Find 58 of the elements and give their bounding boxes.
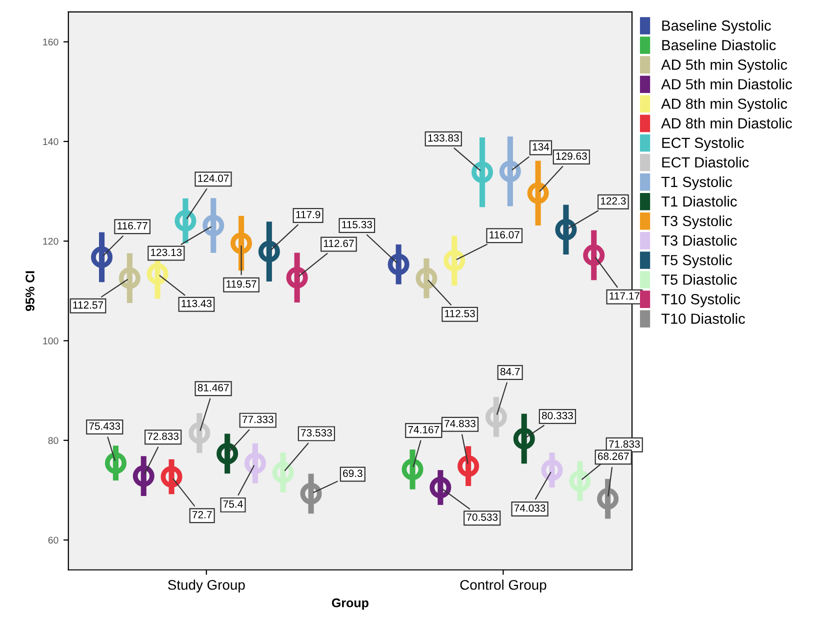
legend-label: T10 Diastolic (661, 313, 745, 324)
legend-label: AD 5th min Systolic (661, 59, 788, 73)
data-label: 122.3 (600, 197, 626, 205)
y-axis-title: 95% CI (26, 271, 34, 311)
legend-label: T1 Systolic (661, 176, 732, 190)
data-label: 119.57 (226, 280, 256, 288)
data-label: 133.83 (428, 134, 459, 142)
legend-label: T3 Systolic (661, 215, 732, 230)
data-label: 68.267 (598, 452, 629, 460)
data-label: 70.533 (466, 513, 498, 521)
data-label: 77.333 (242, 416, 274, 424)
legend-label: T5 Diastolic (661, 274, 737, 285)
y-tick-label: 80 (48, 437, 58, 444)
data-label: 112.53 (445, 310, 475, 318)
legend-label: Baseline Diastolic (662, 40, 776, 50)
legend-label: T10 Systolic (661, 294, 740, 308)
legend-label: T3 Diastolic (661, 235, 737, 246)
y-tick-label: 120 (43, 238, 58, 245)
data-label: 129.63 (556, 152, 587, 160)
legend-label: AD 8th min Diastolic (661, 118, 792, 128)
legend-label: AD 5th min Diastolic (661, 78, 792, 90)
legend-label: AD 8th min Systolic (661, 98, 788, 112)
x-tick-label: Control Group (460, 580, 546, 593)
y-tick-label: 60 (48, 536, 58, 544)
data-label: 69.3 (343, 470, 362, 478)
data-label: 72.7 (192, 511, 212, 518)
data-label: 123.13 (151, 248, 182, 256)
y-tick-label: 160 (43, 38, 58, 46)
data-label: 72.833 (148, 432, 179, 440)
data-label: 74.167 (408, 426, 440, 434)
x-tick-label: Study Group (168, 580, 245, 593)
data-label: 73.533 (301, 429, 332, 436)
data-label: 112.67 (324, 240, 354, 248)
legend-label: T1 Diastolic (661, 196, 737, 207)
data-label: 115.33 (342, 220, 372, 228)
legend-label: ECT Systolic (662, 137, 744, 151)
data-label: 117.17 (610, 292, 640, 300)
legend-label: Baseline Systolic (662, 20, 771, 34)
data-label: 84.7 (500, 368, 520, 376)
data-label: 74.033 (514, 504, 546, 512)
data-label: 75.433 (89, 422, 120, 430)
data-label: 71.833 (608, 440, 640, 448)
data-label: 74.833 (444, 420, 476, 428)
data-label: 75.4 (223, 500, 243, 508)
data-label: 116.77 (118, 222, 148, 230)
data-label: 134 (532, 143, 550, 151)
x-axis-title: Group (332, 598, 368, 610)
legend-label: T5 Systolic (661, 254, 732, 268)
data-label: 81.467 (198, 384, 229, 392)
y-tick-label: 100 (43, 337, 58, 344)
legend-label: ECT Diastolic (662, 156, 749, 168)
data-label: 113.43 (182, 300, 212, 308)
data-label: 117.9 (296, 210, 320, 218)
data-label: 116.07 (490, 231, 520, 238)
data-label: 80.333 (542, 412, 573, 420)
data-label: 124.07 (198, 174, 229, 182)
y-tick-label: 140 (43, 138, 58, 146)
data-label: 112.57 (73, 301, 104, 309)
